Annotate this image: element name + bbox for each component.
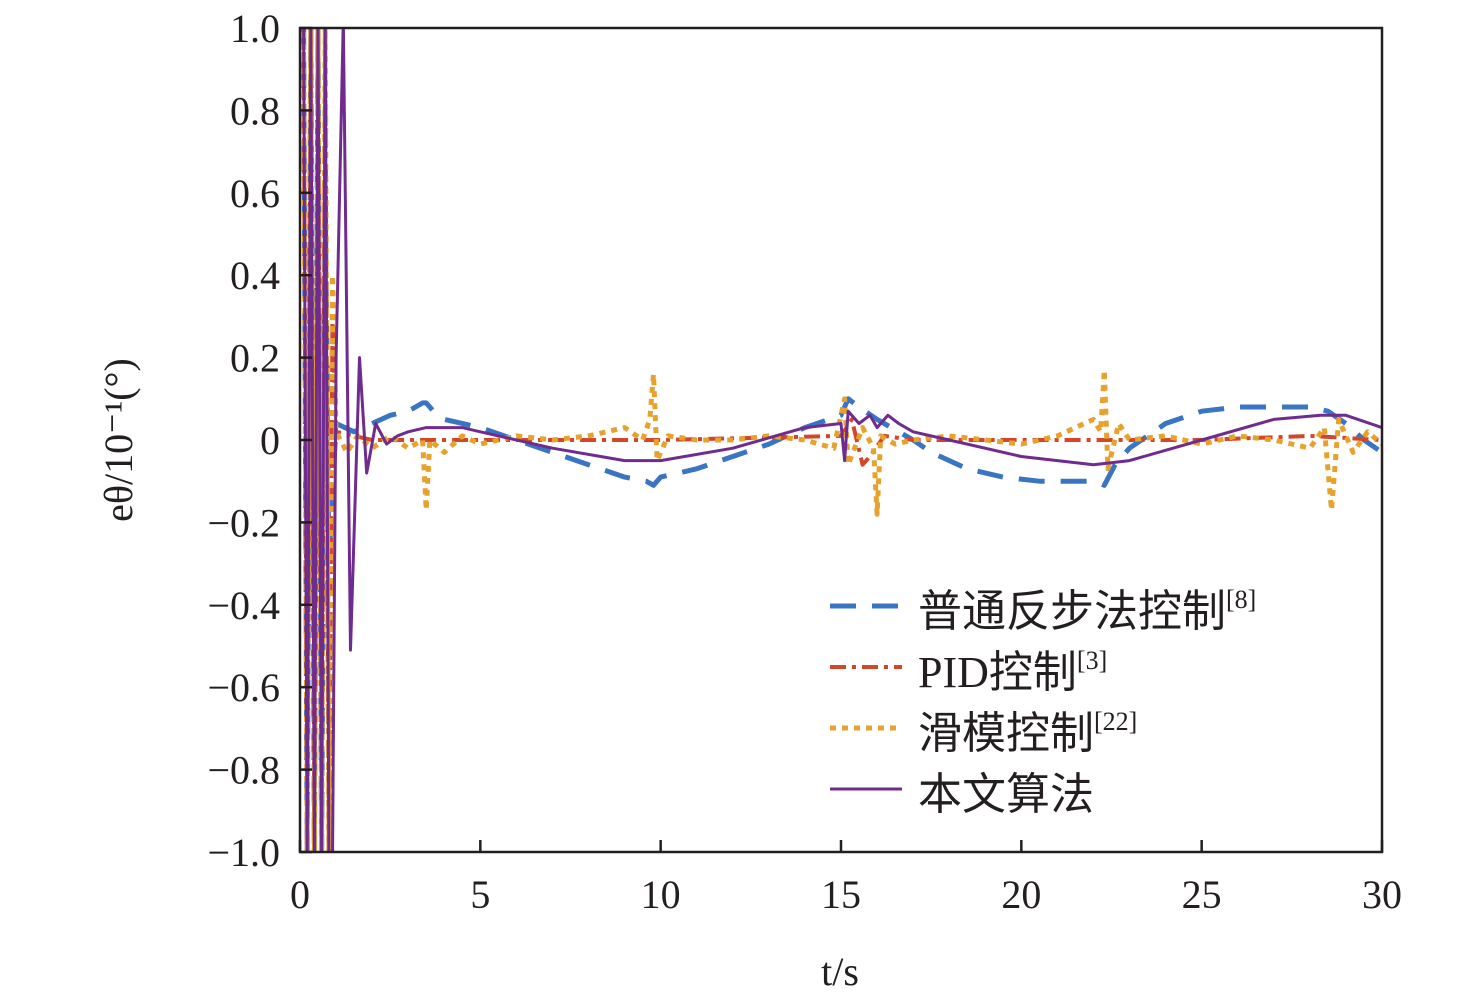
x-axis-label: t/s <box>821 949 859 994</box>
legend-label-2: 滑模控制[22] <box>918 707 1137 758</box>
series-line-3 <box>302 28 1382 852</box>
legend-label-1: PID控制[3] <box>918 646 1107 697</box>
y-tick-label: −0.4 <box>207 583 280 628</box>
y-tick-label: 0 <box>260 418 280 463</box>
x-tick-label: 15 <box>821 872 861 917</box>
y-tick-label: −0.6 <box>207 665 280 710</box>
y-tick-label: 0.6 <box>230 171 280 216</box>
x-tick-label: 30 <box>1362 872 1402 917</box>
y-tick-label: 0.2 <box>230 336 280 381</box>
y-tick-label: −1.0 <box>207 830 280 875</box>
y-tick-label: 1.0 <box>230 6 280 51</box>
x-tick-label: 20 <box>1001 872 1041 917</box>
y-tick-label: 0.4 <box>230 253 280 298</box>
series-layer <box>301 28 1382 852</box>
x-tick-label: 5 <box>470 872 490 917</box>
y-tick-label: 0.8 <box>230 88 280 133</box>
x-tick-label: 25 <box>1182 872 1222 917</box>
x-tick-label: 10 <box>641 872 681 917</box>
axis-ticks: 0 5 10 15 20 25 30 1.0 0.8 0.6 0.4 0.2 0 −0.2 −0.4 −0.6… <box>207 6 1402 917</box>
series-line-0 <box>301 28 1382 852</box>
y-axis-label: eθ/10⁻¹(°) <box>96 358 141 522</box>
x-tick-label: 0 <box>290 872 310 917</box>
legend-label-0: 普通反步法控制[8] <box>918 585 1256 636</box>
legend-label-3: 本文算法 <box>918 770 1094 819</box>
y-tick-label: −0.8 <box>207 748 280 793</box>
y-tick-label: −0.2 <box>207 500 280 545</box>
legend: 普通反步法控制[8] PID控制[3] 滑模控制[22] 本文算法 <box>830 585 1256 819</box>
